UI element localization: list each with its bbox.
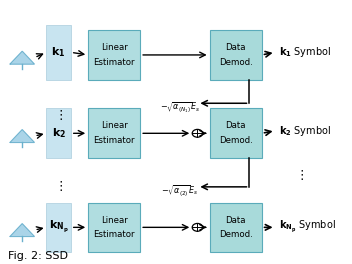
Text: $\mathbf{k_{N_p}}$: $\mathbf{k_{N_p}}$ xyxy=(49,219,69,235)
Polygon shape xyxy=(10,130,34,143)
Text: $\mathbf{k_{2}}$: $\mathbf{k_{2}}$ xyxy=(51,126,66,140)
FancyBboxPatch shape xyxy=(88,109,140,158)
Text: $\mathbf{k_{1}}$: $\mathbf{k_{1}}$ xyxy=(51,45,66,59)
FancyBboxPatch shape xyxy=(209,30,262,80)
Text: Data: Data xyxy=(225,215,246,224)
Text: Demod.: Demod. xyxy=(219,230,252,239)
FancyBboxPatch shape xyxy=(88,30,140,80)
Text: Linear: Linear xyxy=(101,43,127,52)
Text: Linear: Linear xyxy=(101,121,127,130)
Text: Data: Data xyxy=(225,121,246,130)
FancyBboxPatch shape xyxy=(46,109,71,158)
Text: $-\sqrt{\alpha_{(N_1)}}E_s$: $-\sqrt{\alpha_{(N_1)}}E_s$ xyxy=(160,100,200,114)
Text: $\mathbf{k_{N_p}}$ Symbol: $\mathbf{k_{N_p}}$ Symbol xyxy=(279,219,336,235)
FancyBboxPatch shape xyxy=(46,202,71,252)
Text: Estimator: Estimator xyxy=(93,58,135,67)
Text: $\vdots$: $\vdots$ xyxy=(295,168,304,182)
FancyBboxPatch shape xyxy=(209,109,262,158)
Text: $\vdots$: $\vdots$ xyxy=(54,108,63,122)
Text: Data: Data xyxy=(225,43,246,52)
Text: $\mathbf{k_2}$ Symbol: $\mathbf{k_2}$ Symbol xyxy=(279,124,331,138)
Text: $\vdots$: $\vdots$ xyxy=(54,178,63,192)
Text: Estimator: Estimator xyxy=(93,136,135,145)
FancyBboxPatch shape xyxy=(209,202,262,252)
Polygon shape xyxy=(10,224,34,237)
FancyBboxPatch shape xyxy=(88,202,140,252)
Text: $-\sqrt{\alpha_{(2)}}E_s$: $-\sqrt{\alpha_{(2)}}E_s$ xyxy=(162,183,199,199)
Text: Estimator: Estimator xyxy=(93,230,135,239)
FancyBboxPatch shape xyxy=(46,25,71,80)
Text: Demod.: Demod. xyxy=(219,58,252,67)
Text: $\mathbf{k_1}$ Symbol: $\mathbf{k_1}$ Symbol xyxy=(279,45,331,59)
Polygon shape xyxy=(10,51,34,64)
Text: Fig. 2: SSD: Fig. 2: SSD xyxy=(8,251,68,261)
Text: Linear: Linear xyxy=(101,215,127,224)
Text: Demod.: Demod. xyxy=(219,136,252,145)
